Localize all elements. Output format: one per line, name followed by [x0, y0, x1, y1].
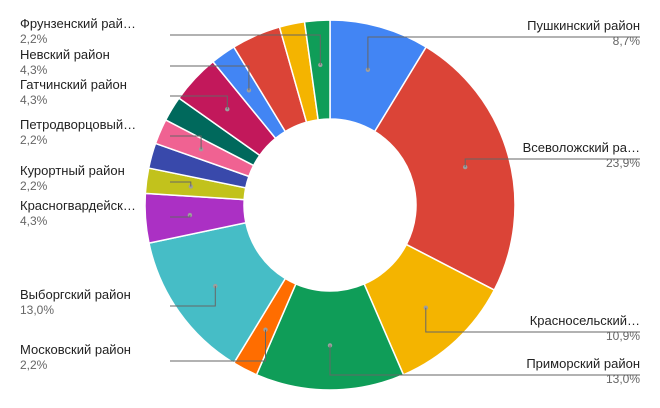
leader-line-2 — [425, 307, 640, 333]
slice-pct-label-6: 4,3% — [20, 214, 48, 228]
slice-pct-label-4: 2,2% — [20, 358, 48, 372]
pie-slice-15[interactable] — [303, 19, 331, 121]
leader-line-5 — [170, 286, 216, 307]
leader-line-9 — [170, 135, 202, 150]
slice-pct-label-9: 2,2% — [20, 133, 48, 147]
slice-pct-label-0: 8,7% — [613, 34, 641, 48]
leader-dot-5 — [213, 283, 218, 289]
leader-line-3 — [329, 345, 640, 376]
slice-pct-label-12: 4,3% — [20, 63, 48, 77]
slice-label-1: Всеволожский ра… — [523, 140, 640, 155]
slice-label-2: Красносельский… — [530, 313, 640, 328]
slice-label-15: Фрунзенский рай… — [20, 16, 136, 31]
slice-label-9: Петродворцовый… — [20, 117, 136, 132]
slice-pct-label-7: 2,2% — [20, 179, 48, 193]
slice-label-5: Выборгский район — [20, 287, 131, 302]
slices-layer — [144, 19, 516, 391]
pie-slice-1[interactable] — [373, 45, 516, 292]
leader-line-7 — [170, 181, 192, 187]
slice-label-4: Московский район — [20, 342, 131, 357]
slice-pct-label-5: 13,0% — [20, 303, 54, 317]
leaders-layer — [170, 34, 640, 376]
leader-line-4 — [170, 329, 266, 362]
leader-line-11 — [170, 95, 228, 110]
slice-label-7: Курортный район — [20, 163, 125, 178]
slice-label-3: Приморский район — [526, 356, 640, 371]
slice-label-12: Невский район — [20, 47, 110, 62]
leader-line-1 — [464, 158, 640, 168]
slice-label-6: Красногвардейск… — [20, 198, 136, 213]
slice-label-0: Пушкинский район — [527, 18, 640, 33]
slice-pct-label-2: 10,9% — [606, 329, 640, 343]
leader-dot-3 — [327, 343, 333, 348]
leader-line-12 — [170, 65, 250, 91]
leader-line-0 — [367, 36, 640, 70]
leader-line-15 — [170, 34, 321, 65]
slice-label-11: Гатчинский район — [20, 77, 127, 92]
leader-line-6 — [170, 215, 191, 218]
slice-pct-label-1: 23,9% — [606, 156, 640, 170]
slice-pct-label-15: 2,2% — [20, 32, 48, 46]
slice-pct-label-3: 13,0% — [606, 372, 640, 386]
slice-pct-label-11: 4,3% — [20, 93, 48, 107]
